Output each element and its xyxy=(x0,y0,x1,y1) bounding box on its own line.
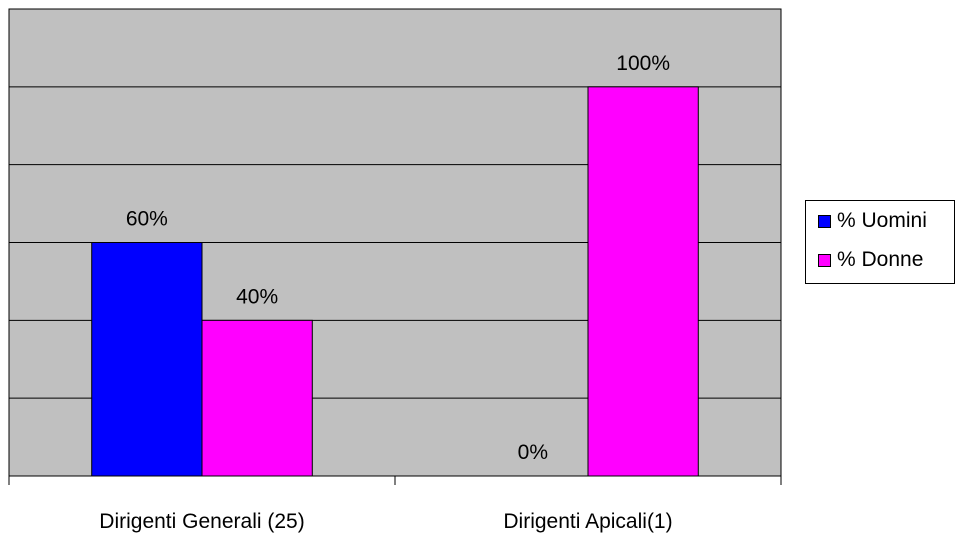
legend-label-donne: % Donne xyxy=(837,248,924,271)
data-label: 40% xyxy=(236,285,278,308)
legend-item-uomini: % Uomini xyxy=(818,209,927,233)
data-label: 100% xyxy=(616,52,670,75)
bar-donne-1 xyxy=(587,86,699,477)
legend-swatch-donne xyxy=(818,253,831,267)
bar-donne-0 xyxy=(201,319,313,477)
legend-label-uomini: % Uomini xyxy=(837,209,927,232)
legend: % Uomini % Donne xyxy=(805,200,955,284)
bars xyxy=(91,86,699,477)
x-tick-label: Dirigenti Apicali(1) xyxy=(503,510,672,533)
x-axis: Dirigenti Generali (25) Dirigenti Apicali… xyxy=(8,476,782,533)
legend-item-donne: % Donne xyxy=(818,248,923,272)
legend-swatch-uomini xyxy=(818,214,831,228)
data-label: 0% xyxy=(518,441,548,464)
data-label: 60% xyxy=(126,208,168,231)
x-tick-label: Dirigenti Generali (25) xyxy=(99,510,304,533)
bar-labels: 60% 40% 0% 100% xyxy=(126,52,670,464)
bar-uomini-0 xyxy=(91,242,203,477)
